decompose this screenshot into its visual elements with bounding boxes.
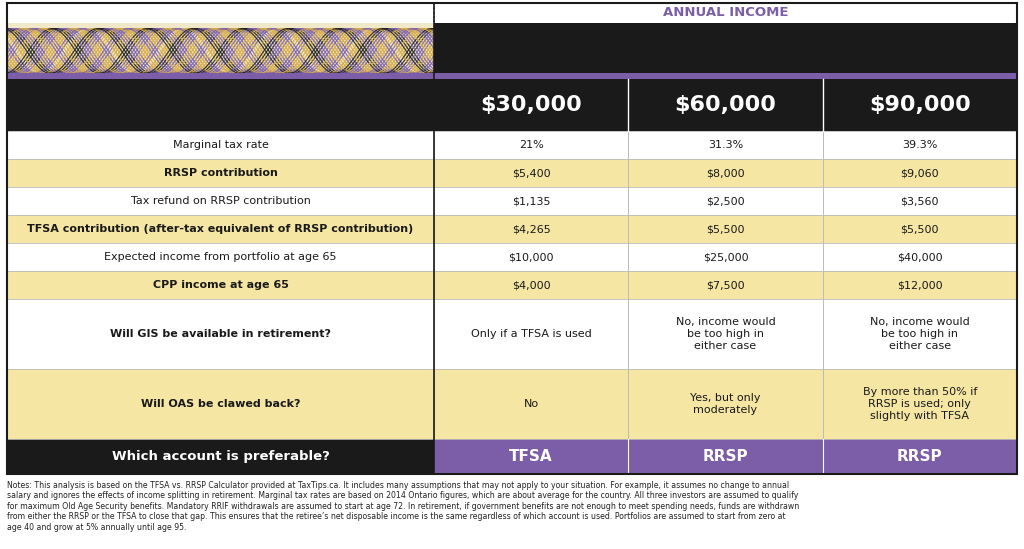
- Bar: [434, 79, 629, 131]
- Text: By more than 50% if
RRSP is used; only
slightly with TFSA: By more than 50% if RRSP is used; only s…: [862, 388, 977, 421]
- Bar: [7, 299, 1017, 369]
- Text: 39.3%: 39.3%: [902, 140, 938, 150]
- Bar: [434, 23, 629, 79]
- Text: $9,060: $9,060: [900, 168, 939, 178]
- Text: Which account is preferable?: Which account is preferable?: [112, 450, 330, 463]
- Text: $90,000: $90,000: [869, 95, 971, 115]
- Text: $4,265: $4,265: [512, 224, 551, 234]
- Text: TFSA: TFSA: [509, 449, 553, 464]
- Bar: [7, 73, 1017, 79]
- Bar: [822, 439, 1017, 474]
- Bar: [7, 439, 434, 474]
- Bar: [7, 23, 434, 79]
- Bar: [7, 215, 1017, 243]
- Bar: [7, 369, 1017, 439]
- Text: $8,000: $8,000: [707, 168, 744, 178]
- Bar: [7, 79, 434, 131]
- Text: Expected income from portfolio at age 65: Expected income from portfolio at age 65: [104, 252, 337, 262]
- Bar: [434, 439, 629, 474]
- Text: Will OAS be clawed back?: Will OAS be clawed back?: [140, 399, 300, 409]
- Text: $40,000: $40,000: [897, 252, 943, 262]
- Text: Only if a TFSA is used: Only if a TFSA is used: [471, 329, 592, 339]
- Bar: [7, 131, 1017, 159]
- Text: $5,500: $5,500: [707, 224, 744, 234]
- Text: $5,400: $5,400: [512, 168, 551, 178]
- Bar: [7, 159, 1017, 187]
- Bar: [7, 187, 1017, 215]
- Text: 21%: 21%: [519, 140, 544, 150]
- Bar: [7, 271, 1017, 299]
- Bar: [822, 79, 1017, 131]
- Text: $3,560: $3,560: [900, 196, 939, 206]
- Bar: [7, 3, 1017, 474]
- Text: RRSP: RRSP: [897, 449, 943, 464]
- Text: $12,000: $12,000: [897, 280, 943, 290]
- Text: TFSA contribution (after-tax equivalent of RRSP contribution): TFSA contribution (after-tax equivalent …: [28, 224, 414, 234]
- Text: No: No: [523, 399, 539, 409]
- Text: Tax refund on RRSP contribution: Tax refund on RRSP contribution: [131, 196, 310, 206]
- Text: $10,000: $10,000: [509, 252, 554, 262]
- Text: No, income would
be too high in
either case: No, income would be too high in either c…: [676, 317, 775, 351]
- Bar: [629, 23, 822, 79]
- Text: 31.3%: 31.3%: [708, 140, 743, 150]
- Text: $4,000: $4,000: [512, 280, 551, 290]
- Text: Notes: This analysis is based on the TFSA vs. RRSP Calculator provided at TaxTip: Notes: This analysis is based on the TFS…: [7, 481, 800, 531]
- Text: RRSP: RRSP: [702, 449, 749, 464]
- Bar: [7, 3, 1017, 474]
- Text: $60,000: $60,000: [675, 95, 776, 115]
- Text: $25,000: $25,000: [702, 252, 749, 262]
- Bar: [822, 23, 1017, 79]
- Text: ANNUAL INCOME: ANNUAL INCOME: [663, 7, 788, 20]
- Text: $30,000: $30,000: [480, 95, 582, 115]
- Text: Yes, but only
moderately: Yes, but only moderately: [690, 393, 761, 415]
- Bar: [629, 79, 822, 131]
- Text: RRSP contribution: RRSP contribution: [164, 168, 278, 178]
- Text: $2,500: $2,500: [707, 196, 744, 206]
- Bar: [7, 243, 1017, 271]
- Text: No, income would
be too high in
either case: No, income would be too high in either c…: [870, 317, 970, 351]
- Text: $5,500: $5,500: [900, 224, 939, 234]
- Text: Marginal tax rate: Marginal tax rate: [173, 140, 268, 150]
- Text: Will GIS be available in retirement?: Will GIS be available in retirement?: [110, 329, 331, 339]
- Text: CPP income at age 65: CPP income at age 65: [153, 280, 289, 290]
- Text: $7,500: $7,500: [707, 280, 744, 290]
- Text: $1,135: $1,135: [512, 196, 551, 206]
- Bar: [629, 439, 822, 474]
